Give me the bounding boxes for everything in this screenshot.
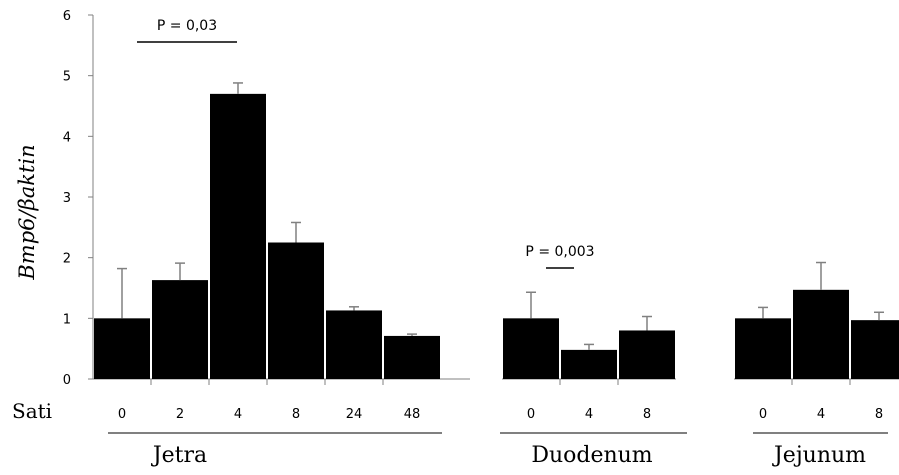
bar bbox=[619, 330, 675, 379]
significance-label: P = 0,03 bbox=[157, 18, 217, 34]
row-label-sati: Sati bbox=[12, 399, 52, 423]
bar bbox=[94, 318, 150, 379]
y-tick-label: 1 bbox=[63, 312, 71, 327]
x-category-label: 24 bbox=[346, 407, 363, 422]
x-category-label: 48 bbox=[404, 407, 421, 422]
x-category-label: 0 bbox=[759, 407, 767, 422]
y-tick-label: 5 bbox=[63, 70, 71, 85]
significance-label: P = 0,003 bbox=[525, 244, 594, 260]
bar bbox=[503, 318, 559, 379]
x-category-label: 8 bbox=[875, 407, 883, 422]
x-category-label: 0 bbox=[118, 407, 126, 422]
y-tick-label: 4 bbox=[63, 130, 71, 145]
y-tick-label: 6 bbox=[63, 9, 71, 24]
x-category-label: 4 bbox=[234, 407, 242, 422]
y-axis-label: Bmp6/βaktin bbox=[15, 144, 39, 280]
group-label: Duodenum bbox=[531, 443, 652, 468]
x-category-label: 4 bbox=[585, 407, 593, 422]
bar bbox=[561, 349, 617, 379]
bar bbox=[210, 93, 266, 379]
bar bbox=[851, 320, 899, 379]
y-tick-label: 0 bbox=[63, 373, 71, 388]
y-tick-label: 2 bbox=[63, 252, 71, 267]
bars-layer bbox=[94, 82, 899, 379]
x-category-label: 2 bbox=[176, 407, 184, 422]
group-label: Jejunum bbox=[772, 443, 866, 468]
x-category-label: 8 bbox=[643, 407, 651, 422]
bar bbox=[735, 318, 791, 379]
bar bbox=[793, 289, 849, 379]
bar bbox=[384, 335, 440, 379]
x-category-label: 0 bbox=[527, 407, 535, 422]
x-category-label: 4 bbox=[817, 407, 825, 422]
bar bbox=[326, 310, 382, 379]
bar bbox=[152, 280, 208, 379]
bar bbox=[268, 242, 324, 379]
x-category-label: 8 bbox=[292, 407, 300, 422]
y-tick-label: 3 bbox=[63, 191, 71, 206]
group-label: Jetra bbox=[151, 443, 207, 468]
